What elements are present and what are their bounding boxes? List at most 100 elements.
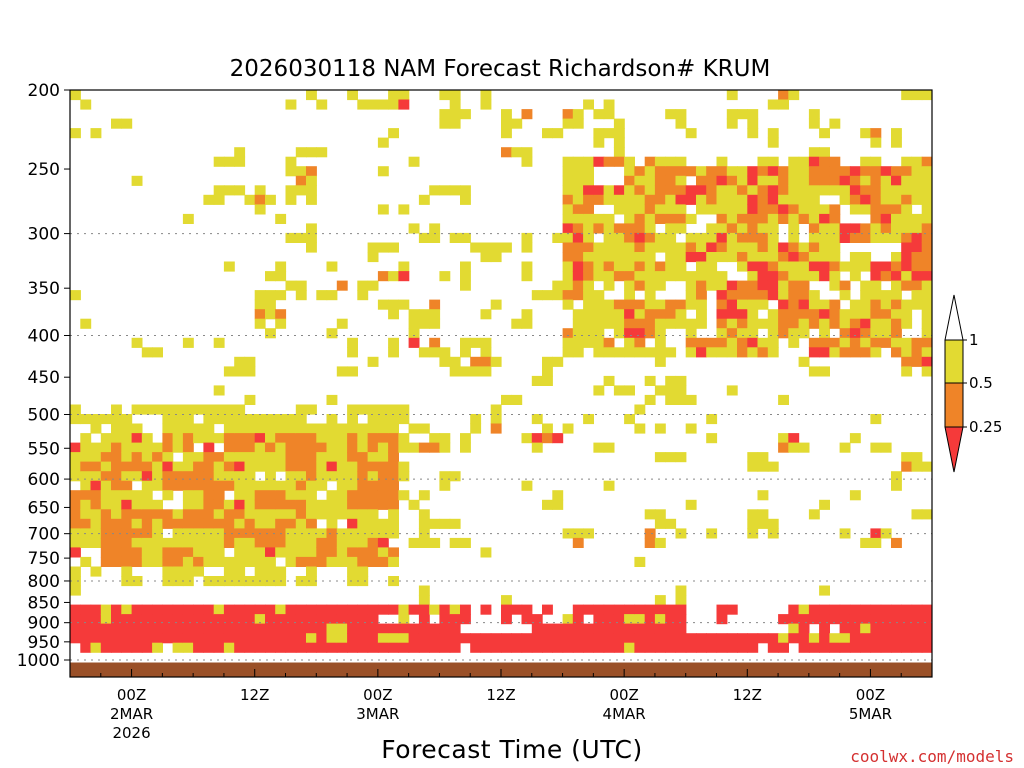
heatmap-cell [326, 623, 338, 634]
heatmap-cell [460, 433, 471, 444]
heatmap-cell [223, 528, 235, 539]
heatmap-cell [316, 433, 328, 444]
heatmap-cell [172, 518, 184, 529]
heatmap-cell [244, 461, 256, 472]
heatmap-cell [757, 490, 769, 501]
heatmap-cell [326, 537, 338, 548]
heatmap-cell [696, 309, 707, 320]
heatmap-cell [100, 642, 112, 653]
heatmap-cell [542, 433, 553, 444]
heatmap-cell [819, 175, 830, 186]
heatmap-cell [901, 614, 913, 625]
heatmap-cell [788, 633, 800, 644]
heatmap-cell [808, 156, 820, 167]
heatmap-cell [808, 109, 820, 120]
heatmap-cell [849, 166, 861, 177]
heatmap-cell [439, 633, 451, 644]
heatmap-cell [726, 642, 738, 653]
heatmap-cell [870, 347, 882, 358]
heatmap-cell [613, 385, 625, 396]
heatmap-cell [449, 623, 461, 634]
x-tick-label: 12Z [486, 686, 515, 704]
heatmap-cell [921, 156, 932, 167]
heatmap-cell [80, 433, 92, 444]
heatmap-cell [747, 528, 759, 539]
heatmap-cell [100, 471, 112, 482]
heatmap-cell [244, 604, 256, 615]
heatmap-cell [223, 185, 235, 196]
heatmap-cell [193, 623, 204, 634]
heatmap-cell [90, 604, 102, 615]
heatmap-cell [336, 280, 348, 291]
heatmap-cell [460, 185, 471, 196]
heatmap-cell [716, 185, 728, 196]
heatmap-cell [275, 623, 287, 634]
heatmap-cell [798, 252, 810, 263]
heatmap-cell [121, 461, 133, 472]
heatmap-cell [244, 556, 256, 567]
heatmap-cell [696, 271, 707, 282]
heatmap-cell [490, 423, 502, 434]
heatmap-cell [675, 585, 687, 596]
heatmap-cell [562, 328, 574, 339]
heatmap-cell [265, 623, 276, 634]
heatmap-cell [747, 109, 759, 120]
heatmap-cell [388, 442, 399, 453]
heatmap-cell [90, 128, 102, 139]
heatmap-cell [921, 232, 932, 243]
heatmap-cell [583, 213, 594, 224]
heatmap-cell [367, 280, 379, 291]
heatmap-cell [367, 547, 379, 558]
heatmap-cell [706, 642, 718, 653]
heatmap-cell [860, 347, 872, 358]
heatmap-cell [849, 490, 861, 501]
heatmap-cell [654, 309, 666, 320]
heatmap-cell [654, 452, 666, 463]
heatmap-cell [808, 337, 820, 348]
heatmap-cell [562, 642, 574, 653]
heatmap-cell [654, 232, 666, 243]
heatmap-cell [326, 394, 338, 405]
heatmap-cell [654, 328, 666, 339]
heatmap-cell [100, 604, 112, 615]
heatmap-cell [223, 642, 235, 653]
heatmap-cell [849, 328, 861, 339]
heatmap-cell [747, 299, 759, 310]
heatmap-cell [665, 242, 677, 253]
heatmap-cell [347, 442, 358, 453]
heatmap-cell [767, 242, 779, 253]
heatmap-cell [470, 633, 482, 644]
heatmap-cell [121, 547, 133, 558]
heatmap-cell [295, 232, 307, 243]
heatmap-cell [203, 642, 215, 653]
heatmap-cell [275, 213, 287, 224]
heatmap-cell [849, 318, 861, 329]
heatmap-cell [747, 518, 759, 529]
heatmap-cell [778, 271, 789, 282]
heatmap-cell [275, 318, 287, 329]
heatmap-cell [880, 623, 892, 634]
heatmap-cell [254, 490, 266, 501]
heatmap-cell [911, 290, 923, 301]
heatmap-cell [388, 242, 399, 253]
heatmap-cell [429, 623, 441, 634]
heatmap-cell [100, 537, 112, 548]
heatmap-cell [357, 471, 369, 482]
heatmap-cell [357, 404, 369, 415]
heatmap-cell [172, 461, 184, 472]
heatmap-cell [347, 566, 358, 577]
heatmap-cell [644, 166, 656, 177]
heatmap-cell [285, 433, 297, 444]
heatmap-cell [572, 204, 584, 215]
heatmap-cell [357, 480, 369, 491]
heatmap-cell [552, 280, 564, 291]
heatmap-cell [911, 90, 923, 101]
heatmap-cell [767, 318, 779, 329]
heatmap-cell [367, 633, 379, 644]
heatmap-cell [80, 518, 92, 529]
heatmap-cell [603, 623, 615, 634]
heatmap-cell [254, 461, 266, 472]
heatmap-cell [244, 614, 256, 625]
heatmap-cell [798, 280, 810, 291]
heatmap-cell [921, 623, 932, 634]
